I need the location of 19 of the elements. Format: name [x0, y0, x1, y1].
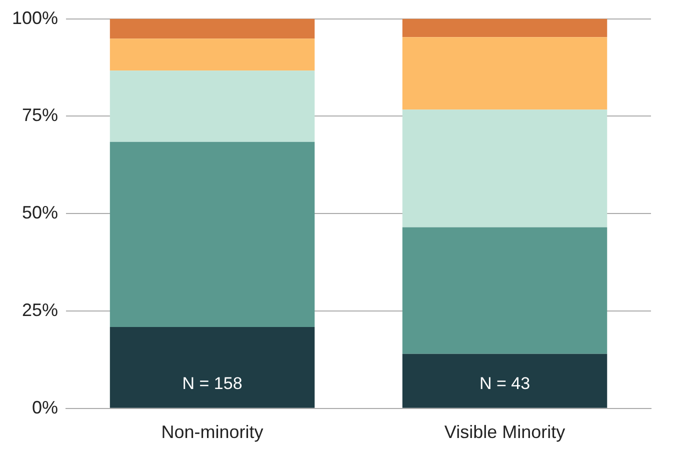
bar: [402, 18, 608, 38]
bar: [110, 326, 315, 408]
y-tick-label: 25%: [22, 300, 58, 320]
y-tick-label: 75%: [22, 105, 58, 126]
bar: [402, 110, 608, 228]
x-tick-label: Non-minority: [161, 422, 264, 442]
y-tick-label: 100%: [12, 8, 58, 28]
x-tick-label: Visible Minority: [444, 422, 566, 442]
annotation: N = 158: [182, 374, 242, 394]
bar: [110, 38, 315, 71]
bar: [402, 227, 608, 354]
bar: [402, 37, 608, 110]
y-tick-label: 0%: [32, 397, 58, 418]
bar: [110, 142, 315, 327]
bar: [110, 70, 315, 142]
bar: [402, 354, 608, 408]
y-tick-label: 50%: [22, 202, 58, 223]
annotation: N = 43: [479, 374, 530, 394]
bar: [110, 18, 315, 39]
